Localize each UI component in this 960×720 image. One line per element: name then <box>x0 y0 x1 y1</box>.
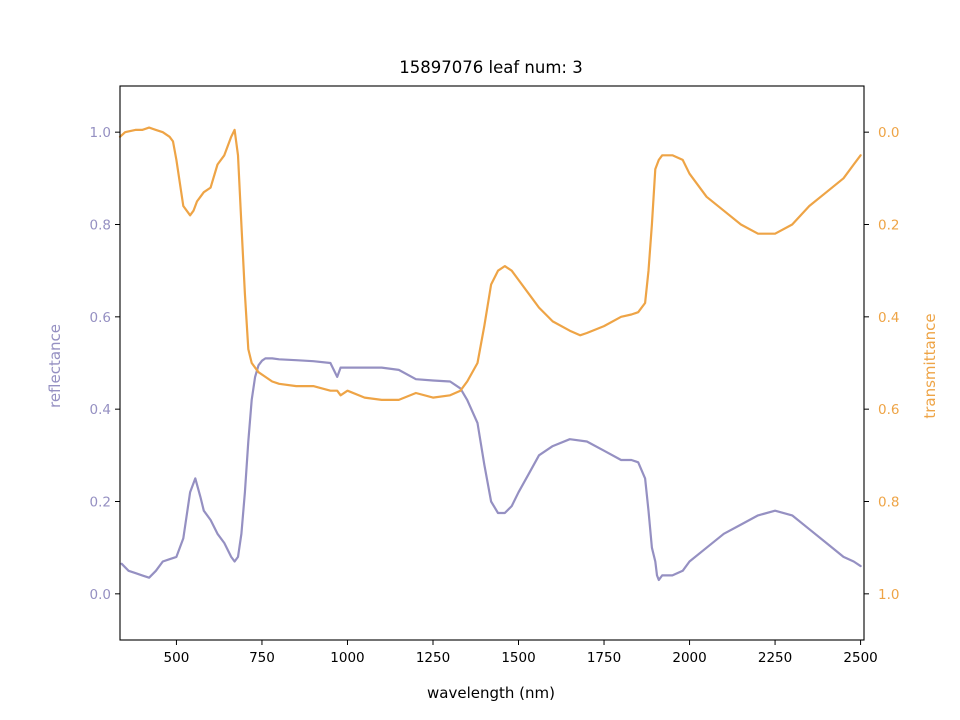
y-axis-label-right: transmittance <box>921 313 939 418</box>
y-right-tick-label: 0.4 <box>878 310 899 326</box>
y-left-tick-label: 0.2 <box>90 495 111 511</box>
x-tick-label: 1750 <box>587 650 621 666</box>
y-axis-label-left: reflectance <box>46 324 64 408</box>
x-tick-label: 2500 <box>843 650 877 666</box>
x-tick-label: 750 <box>249 650 275 666</box>
y-axis-right: 0.0 0.2 0.4 0.6 0.8 1.0 <box>864 125 899 603</box>
x-tick-label: 1000 <box>330 650 364 666</box>
x-tick-label: 1250 <box>416 650 450 666</box>
reflectance-line <box>120 357 862 582</box>
y-left-tick-label: 0.0 <box>90 587 111 603</box>
y-right-tick-label: 1.0 <box>878 587 899 603</box>
x-tick-label: 500 <box>164 650 190 666</box>
y-right-tick-label: 0.2 <box>878 218 899 234</box>
x-axis-label: wavelength (nm) <box>427 684 555 702</box>
x-tick-label: 2250 <box>758 650 792 666</box>
x-tick-label: 1500 <box>501 650 535 666</box>
y-left-tick-label: 0.4 <box>90 402 111 418</box>
plot-frame <box>119 85 865 641</box>
plot-area <box>118 85 865 641</box>
transmittance-line <box>118 126 862 401</box>
y-right-tick-label: 0.8 <box>878 495 899 511</box>
y-right-tick-label: 0.6 <box>878 402 899 418</box>
x-tick-label: 2000 <box>672 650 706 666</box>
chart-title: 15897076 leaf num: 3 <box>399 58 582 77</box>
y-axis-left: 0.0 0.2 0.4 0.6 0.8 1.0 <box>90 125 120 603</box>
x-axis: 500 750 1000 1250 1500 1750 2000 2250 2500 <box>164 640 878 666</box>
y-left-tick-label: 0.8 <box>90 218 111 234</box>
y-left-tick-label: 1.0 <box>90 125 111 141</box>
y-right-tick-label: 0.0 <box>878 125 899 141</box>
y-left-tick-label: 0.6 <box>90 310 111 326</box>
series-layer <box>118 126 862 582</box>
